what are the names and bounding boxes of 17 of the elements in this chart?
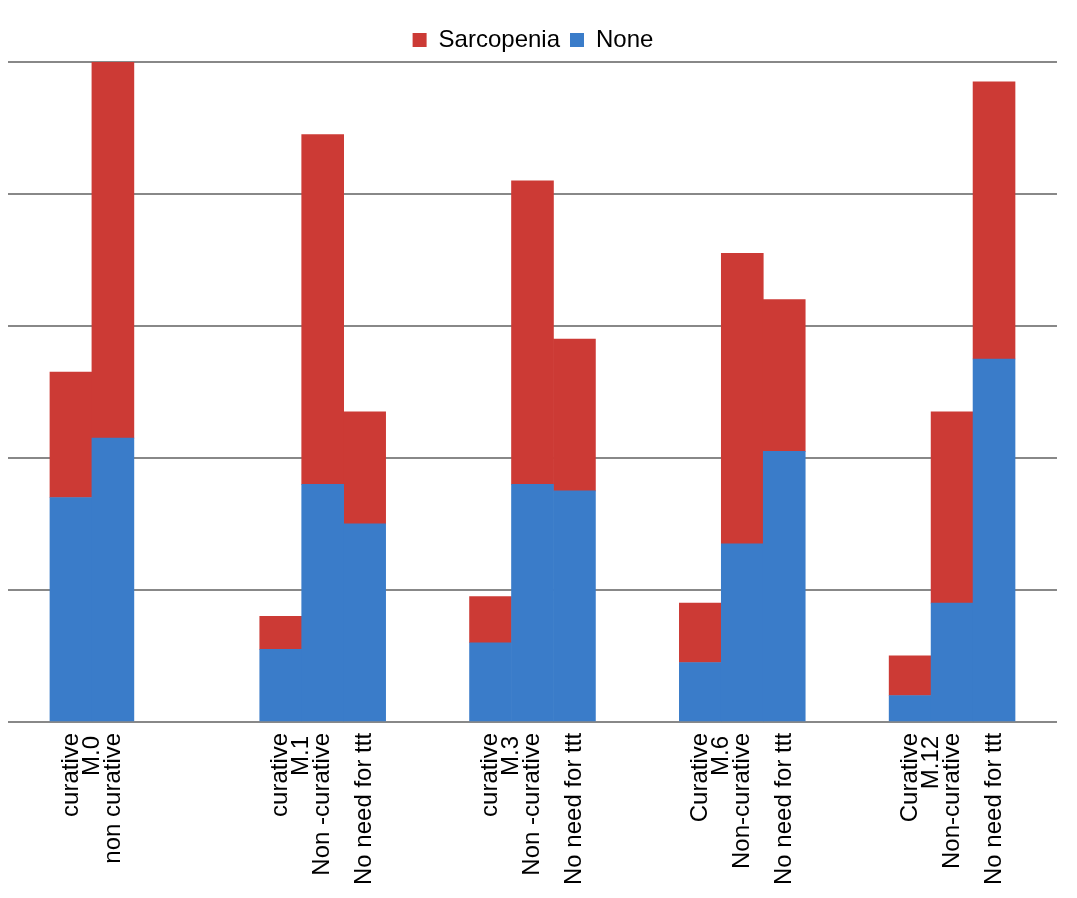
- bar: [930, 411, 974, 604]
- legend-label: Sarcopenia: [438, 24, 561, 52]
- x-tick-label: No need for ttt: [559, 732, 587, 886]
- legend-label: None: [596, 24, 654, 52]
- bar: [679, 602, 722, 663]
- x-tick-label: No need for ttt: [978, 732, 1006, 886]
- x-tick-label: curative: [55, 732, 83, 817]
- x-tick-label: Non -curative: [517, 732, 545, 876]
- bar: [972, 81, 1016, 360]
- bar: [888, 655, 932, 696]
- x-tick-label: Curative: [894, 732, 922, 823]
- x-tick-label: Curative: [684, 732, 712, 823]
- x-tick-label: Non -curative: [307, 732, 335, 876]
- bar: [259, 616, 303, 650]
- x-tick-label: No need for ttt: [768, 732, 796, 886]
- bar: [469, 596, 512, 644]
- x-tick-label: No need for ttt: [349, 732, 377, 886]
